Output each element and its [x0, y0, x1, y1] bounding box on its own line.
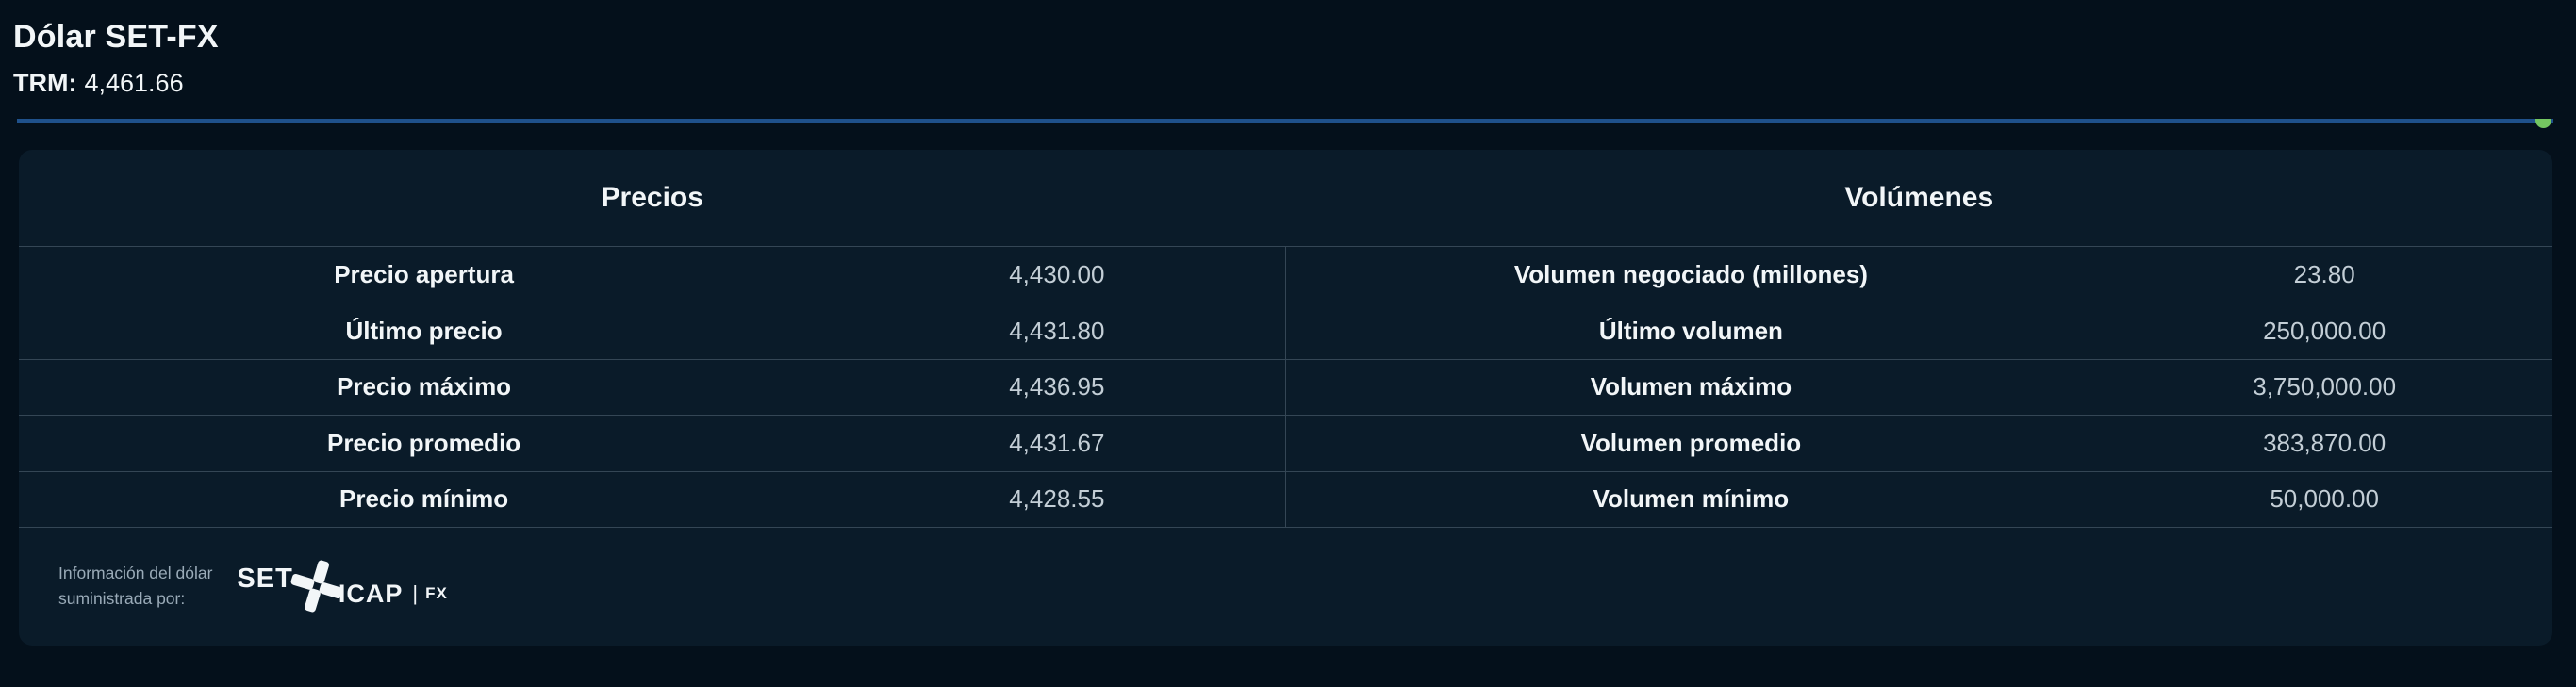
row-label: Volumen negociado (millones) — [1513, 260, 1868, 289]
row-value: 50,000.00 — [2270, 484, 2379, 514]
row-value: 4,436.95 — [1009, 372, 1105, 401]
provider-note: Información del dólar suministrada por: — [58, 561, 212, 612]
row-label: Precio mínimo — [339, 484, 509, 514]
page-title: Dólar SET-FX — [13, 19, 219, 55]
table-row: Precio mínimo 4,428.55 — [19, 470, 1285, 527]
latest-point-dot-icon — [2535, 119, 2551, 128]
row-label: Último precio — [345, 317, 503, 346]
row-value: 3,750,000.00 — [2253, 372, 2397, 401]
row-value: 4,428.55 — [1009, 484, 1105, 514]
pinwheel-icon — [290, 561, 343, 613]
logo-right-group: ICAP | FX — [339, 580, 448, 609]
logo-separator: | — [412, 581, 419, 606]
setfx-summary-card: Precios Volúmenes Precio apertura 4,430.… — [19, 150, 2552, 646]
row-value: 4,431.80 — [1009, 317, 1105, 346]
table-row: Volumen negociado (millones) 23.80 — [1286, 247, 2553, 303]
table-row: Precio promedio 4,431.67 — [19, 415, 1285, 470]
table-row: Volumen mínimo 50,000.00 — [1285, 470, 2552, 527]
trm-line: TRM: 4,461.66 — [13, 69, 2553, 98]
trm-value: 4,461.66 — [84, 69, 184, 97]
row-value: 383,870.00 — [2263, 428, 2386, 457]
prices-column: Precio apertura 4,430.00 Último precio 4… — [19, 247, 1286, 527]
table-row: Volumen máximo 3,750,000.00 — [1285, 358, 2552, 415]
row-value: 4,430.00 — [1009, 260, 1105, 289]
logo-icap-text: ICAP — [338, 579, 404, 608]
trm-label: TRM: — [13, 69, 77, 97]
rows-area: Precio apertura 4,430.00 Último precio 4… — [19, 246, 2552, 528]
row-value: 23.80 — [2293, 260, 2355, 289]
logo-set-text: SET — [237, 563, 293, 594]
card-header: Precios Volúmenes — [19, 150, 2552, 246]
section-title-volumenes: Volúmenes — [1844, 182, 1994, 213]
row-value: 4,431.67 — [1009, 428, 1105, 457]
page-header: Dólar SET-FX TRM: 4,461.66 — [0, 0, 2576, 98]
row-label: Volumen máximo — [1590, 372, 1792, 401]
set-icap-fx-logo: SET ICAP | FX — [237, 559, 447, 613]
price-indicator-track — [17, 119, 2553, 128]
row-label: Precio promedio — [327, 428, 521, 457]
logo-fx-text: FX — [425, 584, 448, 603]
row-label: Precio máximo — [337, 372, 512, 401]
table-row: Volumen promedio 383,870.00 — [1285, 415, 2552, 470]
table-row: Último volumen 250,000.00 — [1285, 303, 2552, 358]
row-label: Último volumen — [1598, 317, 1783, 346]
provider-note-line1: Información del dólar — [58, 564, 213, 583]
section-title-precios: Precios — [601, 182, 703, 213]
volumes-column: Volumen negociado (millones) 23.80 Últim… — [1285, 247, 2553, 527]
table-row: Último precio 4,431.80 — [19, 303, 1285, 358]
card-footer: Información del dólar suministrada por: … — [19, 528, 2552, 646]
row-label: Volumen promedio — [1580, 428, 1802, 457]
table-row: Precio apertura 4,430.00 — [19, 247, 1285, 303]
row-label: Volumen mínimo — [1593, 484, 1790, 514]
table-row: Precio máximo 4,436.95 — [19, 358, 1285, 415]
provider-note-line2: suministrada por: — [58, 589, 186, 609]
row-value: 250,000.00 — [2263, 317, 2386, 346]
indicator-line — [17, 119, 2553, 123]
row-label: Precio apertura — [334, 260, 514, 289]
